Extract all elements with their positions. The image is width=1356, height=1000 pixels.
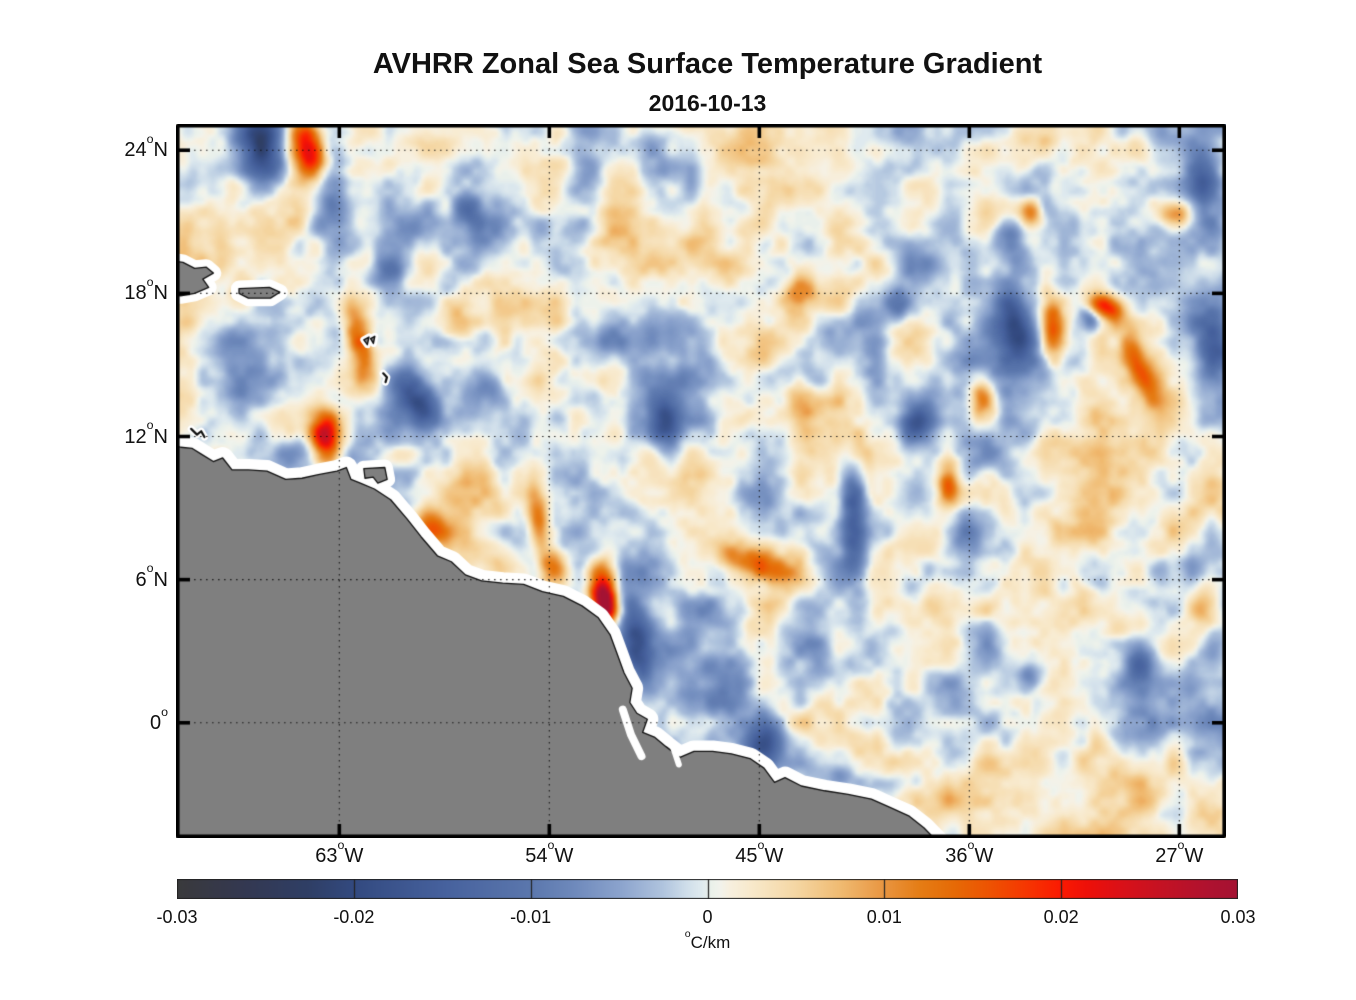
y-tick-label: 24oN	[124, 132, 168, 162]
colorbar-tick-label: -0.01	[510, 907, 552, 927]
colorbar-tick-label: -0.03	[156, 907, 198, 927]
y-tick-label: 12oN	[124, 418, 168, 448]
x-tick-label: 54oW	[525, 837, 574, 867]
degree-superscript: o	[547, 837, 555, 852]
colorbar-unit-label: oC/km	[684, 927, 731, 952]
colorbar-tick-label: 0.03	[1220, 907, 1256, 927]
colorbar-tick-label: 0.01	[866, 907, 902, 927]
map-canvas	[176, 124, 1226, 838]
y-tick-label: 18oN	[124, 275, 168, 305]
y-tick-label: 6oN	[135, 561, 168, 591]
degree-superscript: o	[757, 837, 765, 852]
colorbar-canvas	[177, 879, 1238, 899]
degree-superscript: o	[146, 275, 154, 290]
degree-superscript: o	[967, 837, 975, 852]
chart-title: AVHRR Zonal Sea Surface Temperature Grad…	[372, 48, 1043, 80]
degree-superscript: o	[146, 132, 154, 146]
x-tick-label: 27oW	[1155, 837, 1204, 867]
x-tick-label: 36oW	[945, 837, 994, 867]
x-tick-label: 45oW	[735, 837, 784, 867]
colorbar-tick-label: -0.02	[333, 907, 375, 927]
degree-superscript: o	[684, 927, 691, 940]
degree-superscript: o	[337, 837, 345, 852]
y-tick-label: 0o	[149, 704, 168, 734]
degree-superscript: o	[1177, 837, 1185, 852]
degree-superscript: o	[161, 704, 168, 719]
colorbar-tick-label: 0.02	[1043, 907, 1079, 927]
degree-superscript: o	[146, 418, 154, 433]
colorbar-tick-label: 0	[702, 907, 713, 927]
x-tick-label: 63oW	[315, 837, 364, 867]
degree-superscript: o	[146, 561, 154, 576]
chart-subtitle: 2016-10-13	[648, 90, 767, 116]
